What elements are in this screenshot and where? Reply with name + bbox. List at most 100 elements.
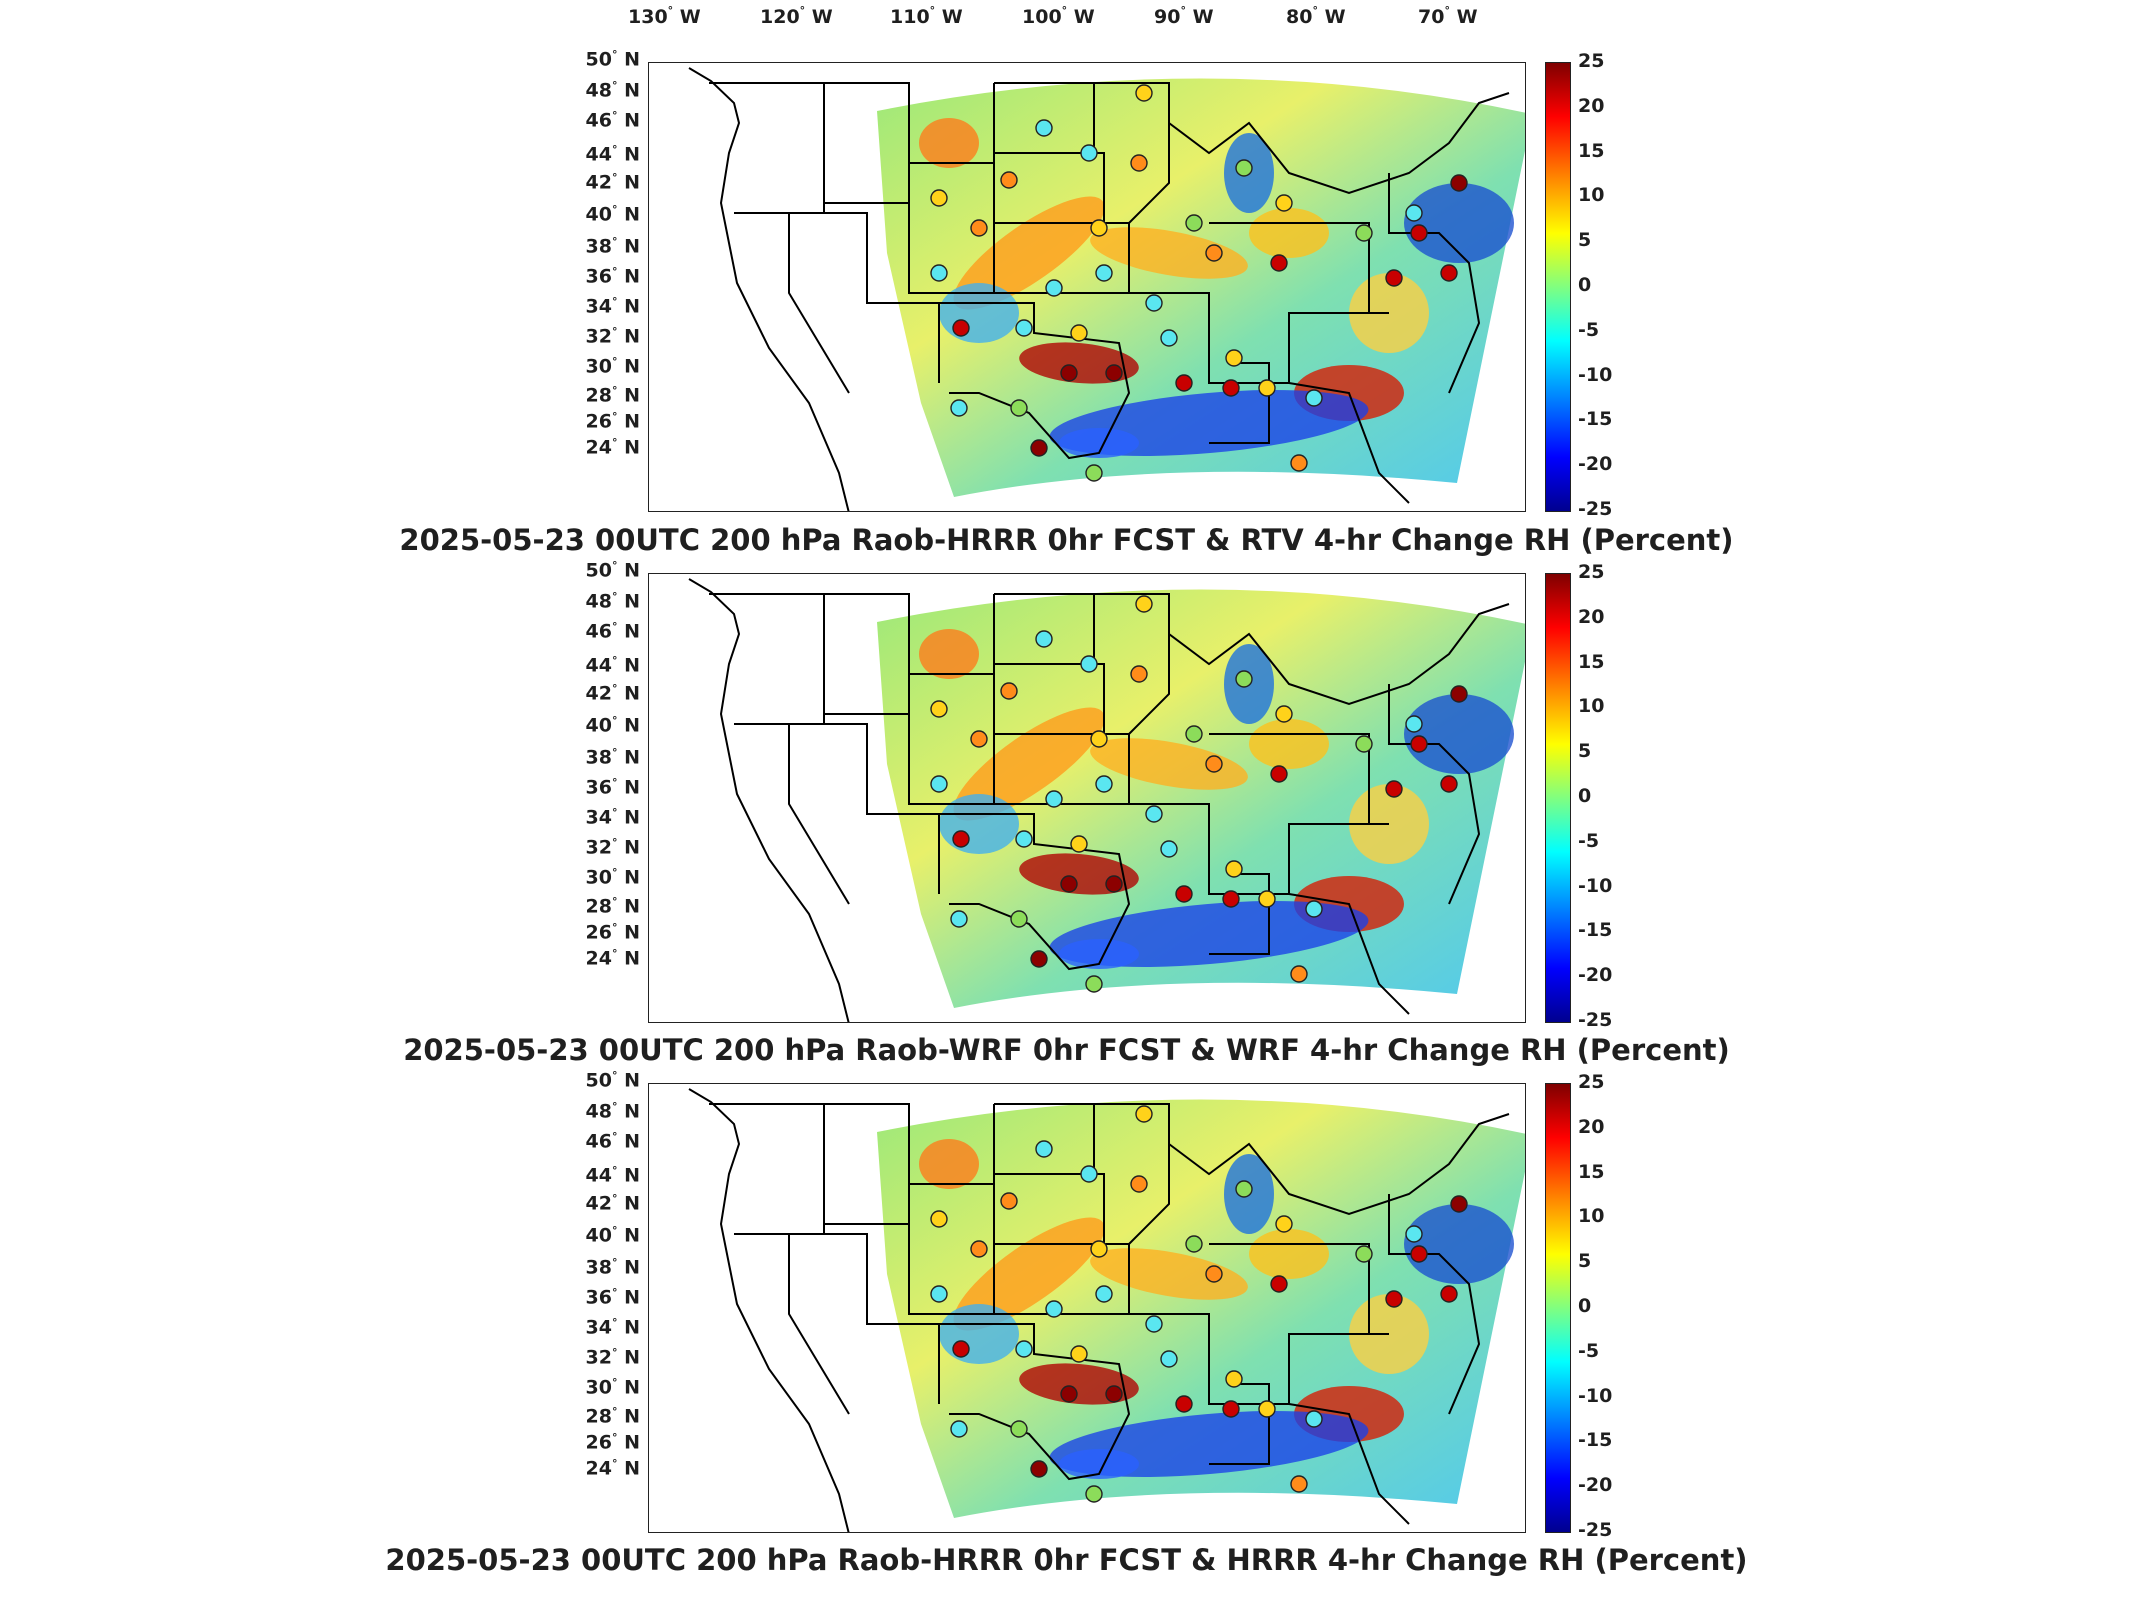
raob-station-marker: [1275, 194, 1293, 212]
lat-label-42: 42° N: [585, 170, 640, 193]
lat-label-26: 26° N: [585, 409, 640, 432]
raob-station-marker: [1450, 1195, 1468, 1213]
raob-station-marker: [1135, 1105, 1153, 1123]
lat-label-32: 32° N: [585, 1346, 640, 1369]
map-frame: [648, 62, 1526, 512]
raob-station-marker: [1135, 595, 1153, 613]
raob-station-marker: [1145, 294, 1163, 312]
raob-station-marker: [1235, 670, 1253, 688]
lat-label-38: 38° N: [585, 234, 640, 257]
boundary-line: [734, 212, 850, 394]
lat-label-38: 38° N: [585, 1255, 640, 1278]
raob-station-marker: [1015, 319, 1033, 337]
colorbar-tick: 10: [1578, 695, 1605, 718]
lat-label-44: 44° N: [585, 653, 640, 676]
raob-station-marker: [1235, 159, 1253, 177]
lon-label-70: 70° W: [1418, 4, 1478, 28]
colorbar-tick: 0: [1578, 1295, 1592, 1317]
colorbar-tick: -5: [1578, 318, 1600, 341]
lat-label-40: 40° N: [585, 1223, 640, 1246]
panel-title: 2025-05-23 00UTC 200 hPa Raob-WRF 0hr FC…: [403, 1033, 1730, 1067]
raob-station-marker: [1450, 685, 1468, 703]
raob-station-marker: [1105, 1385, 1123, 1403]
lon-label-80: 80° W: [1286, 4, 1346, 28]
raob-station-marker: [1085, 975, 1103, 993]
raob-station-marker: [1090, 730, 1108, 748]
raob-station-marker: [1222, 379, 1240, 397]
boundary-line: [939, 1323, 1131, 1481]
boundary-line: [1209, 1383, 1270, 1465]
lat-label-28: 28° N: [585, 383, 640, 406]
raob-station-marker: [930, 189, 948, 207]
raob-station-marker: [1015, 1340, 1033, 1358]
boundary-line: [1168, 603, 1510, 706]
boundary-line: [994, 1243, 1130, 1315]
raob-station-marker: [1095, 1285, 1113, 1303]
lat-label-48: 48° N: [585, 1099, 640, 1122]
raob-station-marker: [1080, 1165, 1098, 1183]
colorbar-tick: -20: [1578, 453, 1613, 476]
colorbar-tick: 5: [1578, 1250, 1592, 1273]
colorbar-tick: 20: [1578, 605, 1605, 628]
lat-label-40: 40° N: [585, 202, 640, 225]
raob-station-marker: [1205, 1265, 1223, 1283]
raob-station-marker: [1222, 890, 1240, 908]
boundary-line: [1288, 382, 1410, 504]
panel-title: 2025-05-23 00UTC 200 hPa Raob-HRRR 0hr F…: [399, 523, 1734, 557]
lat-label-50: 50° N: [585, 559, 640, 582]
boundary-line: [908, 594, 995, 675]
lat-label-34: 34° N: [585, 294, 640, 317]
field-feature: [919, 629, 979, 679]
colorbar-tick: -25: [1578, 498, 1613, 520]
colorbar: [1545, 573, 1571, 1023]
colorbar-tick: -10: [1578, 1384, 1613, 1407]
boundary-line: [709, 593, 825, 725]
raob-station-marker: [950, 399, 968, 417]
raob-station-marker: [1270, 765, 1288, 783]
raob-station-marker: [1095, 264, 1113, 282]
raob-station-marker: [1290, 454, 1308, 472]
boundary-line: [908, 1104, 995, 1185]
lat-label-28: 28° N: [585, 1404, 640, 1427]
lat-label-26: 26° N: [585, 1430, 640, 1453]
raob-station-marker: [930, 700, 948, 718]
boundary-line: [1209, 873, 1270, 955]
boundary-line: [1288, 1403, 1410, 1525]
raob-station-marker: [1305, 1410, 1323, 1428]
raob-station-marker: [950, 1420, 968, 1438]
raob-station-marker: [1035, 630, 1053, 648]
colorbar-tick: -15: [1578, 1429, 1613, 1452]
lat-label-48: 48° N: [585, 78, 640, 101]
raob-station-marker: [1225, 1370, 1243, 1388]
raob-station-marker: [1258, 890, 1276, 908]
boundary-line: [789, 212, 940, 383]
lat-label-30: 30° N: [585, 355, 640, 378]
raob-station-marker: [1105, 364, 1123, 382]
lat-label-46: 46° N: [585, 619, 640, 642]
raob-station-marker: [1290, 1475, 1308, 1493]
raob-station-marker: [1045, 1300, 1063, 1318]
raob-station-marker: [1010, 399, 1028, 417]
field-feature: [1249, 719, 1329, 769]
boundary-line: [1094, 593, 1170, 735]
colorbar-tick: 10: [1578, 1205, 1605, 1228]
field-feature: [1059, 428, 1139, 458]
colorbar-tick: 0: [1578, 785, 1592, 807]
raob-station-marker: [1015, 830, 1033, 848]
raob-station-marker: [1145, 805, 1163, 823]
raob-station-marker: [1060, 1385, 1078, 1403]
raob-station-marker: [1045, 279, 1063, 297]
raob-station-marker: [1030, 950, 1048, 968]
field-feature: [1249, 1229, 1329, 1279]
raob-station-marker: [1290, 965, 1308, 983]
boundary-line: [1129, 1313, 1389, 1405]
raob-station-marker: [1225, 349, 1243, 367]
raob-station-marker: [1410, 1245, 1428, 1263]
boundary-line: [1209, 222, 1370, 313]
raob-station-marker: [1135, 84, 1153, 102]
colorbar-tick: 5: [1578, 740, 1592, 763]
raob-station-marker: [1185, 1235, 1203, 1253]
raob-station-marker: [1205, 755, 1223, 773]
lat-label-50: 50° N: [585, 1069, 640, 1092]
field-feature: [953, 196, 1105, 310]
